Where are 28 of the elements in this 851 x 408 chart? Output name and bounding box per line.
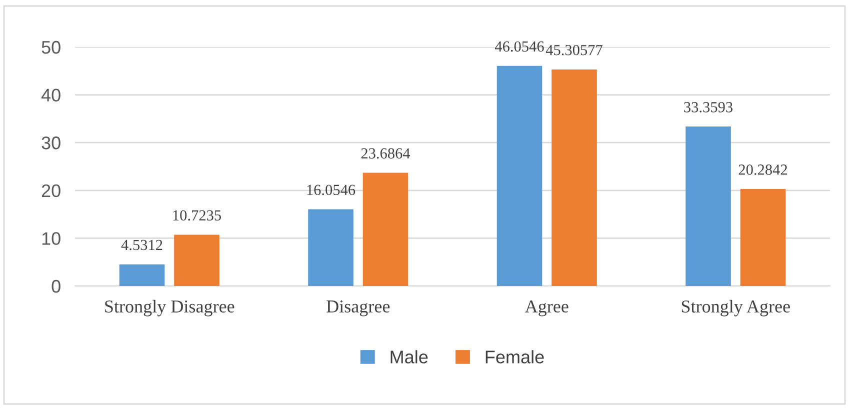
data-label: 4.5312 <box>121 240 162 250</box>
y-tick-label: 10 <box>42 232 60 245</box>
x-tick-label: Disagree <box>326 300 390 316</box>
bar <box>174 234 220 286</box>
data-label: 46.0546 <box>494 41 544 52</box>
legend-label: Male <box>390 350 428 364</box>
bar <box>308 209 354 286</box>
y-tick-label: 40 <box>41 88 60 102</box>
y-tick-label: 30 <box>42 136 60 150</box>
bar <box>496 66 542 286</box>
x-tick-label: Strongly Agree <box>682 300 790 316</box>
bar <box>119 264 165 286</box>
bar <box>552 69 597 286</box>
bar <box>362 172 408 286</box>
data-label: 23.6864 <box>361 148 410 159</box>
data-label: 45.30577 <box>546 44 602 56</box>
x-tick-label: Agree <box>525 300 568 316</box>
bar <box>740 189 786 286</box>
y-tick-label: 50 <box>42 40 60 54</box>
y-tick-label: 20 <box>42 184 60 198</box>
x-tick-label: Strongly Disagree <box>105 300 234 316</box>
y-tick-label: 0 <box>52 280 60 293</box>
data-label: 10.7235 <box>173 210 221 221</box>
legend-label: Female <box>486 350 544 364</box>
bar <box>686 126 731 286</box>
data-label: 20.2842 <box>738 164 787 175</box>
data-label: 33.3593 <box>684 102 732 112</box>
data-label: 16.0546 <box>307 184 356 196</box>
